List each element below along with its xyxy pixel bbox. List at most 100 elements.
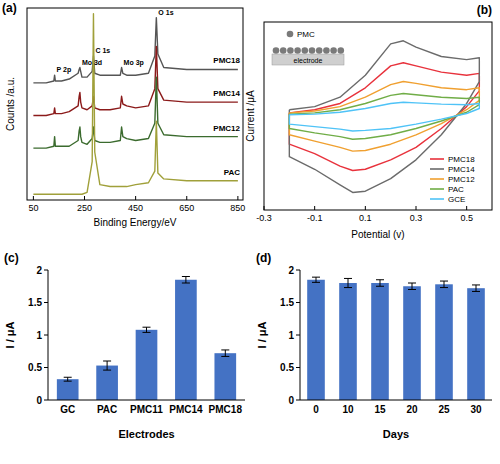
legend-label: PAC <box>448 185 464 194</box>
bar <box>57 379 79 400</box>
error-bar <box>221 350 229 357</box>
inset-particle <box>323 47 330 54</box>
x-tick-label: 15 <box>374 404 386 415</box>
legend-swatch <box>430 158 444 160</box>
x-tick-label: 0 <box>313 404 319 415</box>
error-cap <box>103 370 111 371</box>
x-tick-label: PMC11 <box>130 404 163 415</box>
x-tick-label: -0.3 <box>256 213 272 223</box>
legend-swatch <box>430 198 444 200</box>
y-tick <box>296 270 300 271</box>
error-cap <box>221 356 229 357</box>
plot-frame <box>264 22 492 210</box>
y-tick <box>44 270 48 271</box>
y-tick-label: 0 <box>36 395 42 406</box>
bar-group <box>57 277 236 401</box>
error-cap <box>182 283 190 284</box>
peak-label: P 2p <box>57 66 72 74</box>
y-axis-label: Current /μA <box>245 90 256 142</box>
x-tick-label: PMC18 <box>209 404 243 415</box>
x-tick-label: 0.3 <box>410 213 423 223</box>
error-bar <box>182 277 190 284</box>
x-tick <box>365 206 366 210</box>
plot-frame <box>27 8 243 200</box>
legend-label: PMC12 <box>448 175 475 184</box>
error-cap <box>312 282 320 283</box>
panel-title: (a) <box>2 1 17 15</box>
x-tick <box>33 196 34 200</box>
bar <box>136 330 158 400</box>
inset-particle <box>309 47 316 54</box>
error-stem <box>67 377 68 381</box>
bar <box>371 283 389 400</box>
panel-title: (c) <box>4 251 19 265</box>
inset-particle <box>273 47 280 54</box>
x-tick-label: 0.1 <box>359 213 372 223</box>
error-cap <box>408 283 416 284</box>
error-stem <box>107 361 108 370</box>
x-axis-label: Potential (v) <box>351 229 404 240</box>
x-tick-label: 10 <box>342 404 354 415</box>
series-line <box>289 102 479 131</box>
y-tick-label: 2 <box>288 265 294 276</box>
inset-particle <box>302 47 309 54</box>
series-line <box>289 82 479 152</box>
x-tick <box>135 196 136 200</box>
legend-swatch <box>430 168 444 170</box>
error-cap <box>472 291 480 292</box>
inset-particle <box>280 47 287 54</box>
series-line <box>33 18 238 83</box>
y-tick <box>44 335 48 336</box>
x-axis-label: Days <box>383 428 409 440</box>
error-cap <box>376 286 384 287</box>
bar <box>307 280 325 400</box>
series-line <box>33 77 238 148</box>
error-cap <box>221 349 229 350</box>
y-tick-label: 0.5 <box>280 362 294 373</box>
bar <box>403 286 421 400</box>
y-tick-label: 2 <box>36 265 42 276</box>
error-cap <box>64 377 72 378</box>
y-axis-label: Counts /a.u. <box>5 77 16 131</box>
error-bar <box>64 377 72 381</box>
error-cap <box>344 278 352 279</box>
legend-label: PMC18 <box>448 155 475 164</box>
error-cap <box>472 284 480 285</box>
x-axis-label: Binding Energy/eV <box>94 217 177 228</box>
y-tick-label: 0.5 <box>28 362 42 373</box>
error-stem <box>225 350 226 357</box>
error-stem <box>476 285 477 292</box>
x-tick-label: -0.1 <box>307 213 323 223</box>
y-tick-label: 1.5 <box>28 297 42 308</box>
series-label: PMC12 <box>213 124 240 133</box>
error-stem <box>412 283 413 290</box>
bar <box>467 288 485 400</box>
x-tick-label: 250 <box>77 203 92 213</box>
error-stem <box>316 277 317 282</box>
figure: 50250450650850PMC18PMC14PMC12PACP 2pMo 3… <box>0 0 500 464</box>
inset-particle <box>316 47 323 54</box>
x-tick <box>264 206 265 210</box>
peak-label: C 1s <box>95 47 110 54</box>
x-tick-label: GC <box>60 404 75 415</box>
y-tick <box>296 367 300 368</box>
inset-electrode <box>272 54 344 65</box>
series-label: PAC <box>224 168 241 177</box>
y-tick-label: 0 <box>288 395 294 406</box>
series-line <box>289 63 479 171</box>
error-cap <box>440 281 448 282</box>
error-cap <box>312 277 320 278</box>
peak-label: Mo 3d <box>82 59 102 66</box>
error-stem <box>146 327 147 332</box>
bar <box>339 283 357 400</box>
y-tick <box>296 302 300 303</box>
inset-particle <box>294 47 301 54</box>
peak-label: O 1s <box>158 9 173 16</box>
y-tick <box>44 400 48 401</box>
peak-label: Mo 3p <box>124 59 144 67</box>
x-tick-label: 0.5 <box>460 213 473 223</box>
error-cap <box>182 276 190 277</box>
error-bar <box>344 278 352 287</box>
error-cap <box>143 327 151 328</box>
series-line <box>33 14 238 194</box>
